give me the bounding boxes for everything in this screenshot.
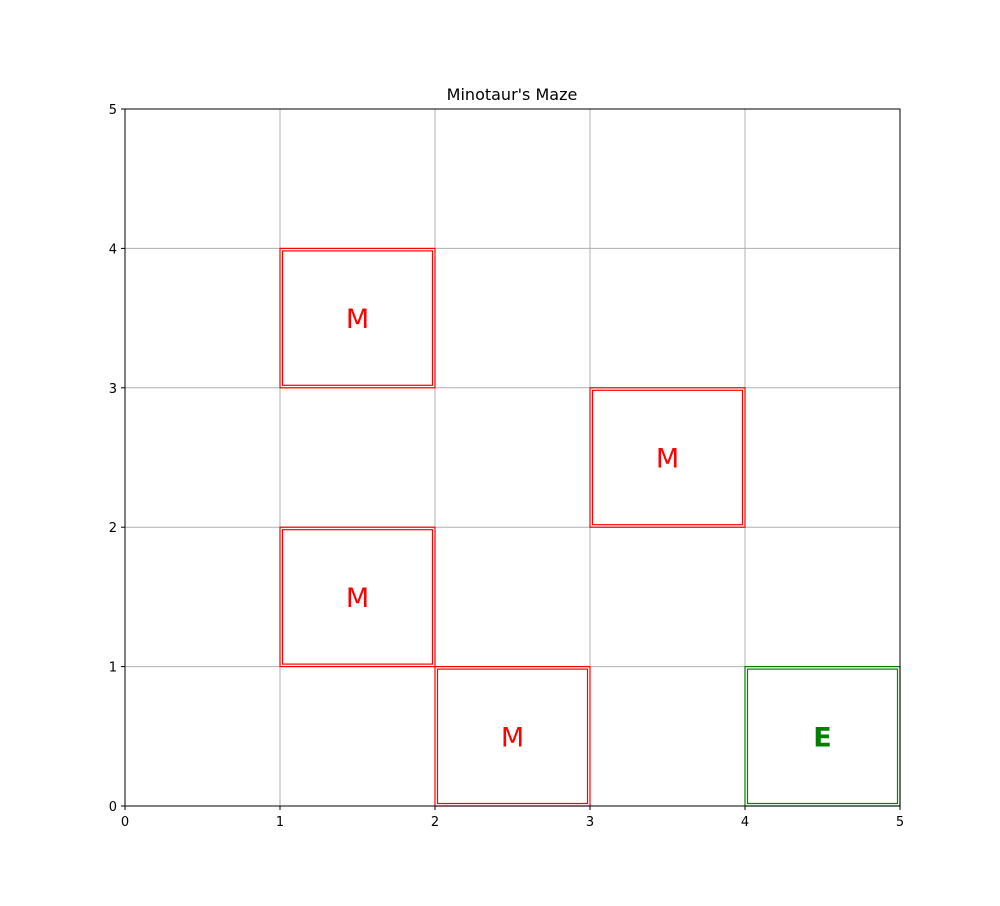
x-tick-label-3: 3 bbox=[586, 815, 594, 830]
y-tick-label-5: 5 bbox=[109, 103, 117, 118]
minotaur-cell-0: M bbox=[279, 247, 436, 389]
axis-ticks: 0 1 2 3 4 5 0 1 2 3 4 5 bbox=[109, 103, 904, 830]
exit-cell-label: E bbox=[813, 722, 831, 753]
minotaur-cell-outer-border bbox=[279, 247, 436, 389]
x-tick-label-2: 2 bbox=[431, 815, 439, 830]
minotaur-cell-2: M bbox=[279, 526, 436, 668]
minotaur-cell-inner-border bbox=[436, 668, 589, 805]
minotaur-cell-inner-border bbox=[281, 529, 434, 665]
plot-frame bbox=[124, 108, 901, 807]
y-tick-label-1: 1 bbox=[109, 661, 117, 676]
y-tick-label-0: 0 bbox=[109, 800, 117, 815]
minotaur-cell-label: M bbox=[346, 304, 369, 335]
y-tick-label-4: 4 bbox=[109, 242, 117, 257]
minotaur-cell-label: M bbox=[656, 444, 679, 475]
minotaur-cell-label: M bbox=[501, 722, 524, 753]
grid-lines bbox=[124, 108, 901, 807]
x-tick-label-5: 5 bbox=[896, 815, 904, 830]
minotaur-cell-outer-border bbox=[279, 526, 436, 668]
x-tick-label-4: 4 bbox=[741, 815, 749, 830]
minotaur-cell-inner-border bbox=[591, 389, 744, 526]
exit-cell-4: E bbox=[744, 665, 901, 807]
minotaur-cell-1: M bbox=[589, 387, 746, 528]
minotaur-cell-3: M bbox=[434, 665, 591, 807]
minotaur-cell-label: M bbox=[346, 583, 369, 614]
x-tick-label-0: 0 bbox=[121, 815, 129, 830]
y-tick-label-3: 3 bbox=[109, 382, 117, 397]
minotaur-cell-inner-border bbox=[281, 250, 434, 386]
exit-cell-inner-border bbox=[746, 668, 899, 805]
chart-title: Minotaur's Maze bbox=[447, 85, 578, 104]
y-tick-label-2: 2 bbox=[109, 521, 117, 536]
minotaur-cell-outer-border bbox=[589, 387, 746, 528]
x-tick-label-1: 1 bbox=[276, 815, 284, 830]
